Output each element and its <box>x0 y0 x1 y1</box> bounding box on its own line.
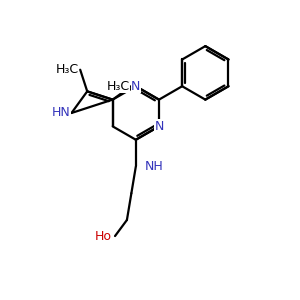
Text: NH: NH <box>145 160 164 173</box>
Text: HN: HN <box>51 106 70 119</box>
Text: N: N <box>131 80 140 93</box>
Text: Ho: Ho <box>95 230 112 242</box>
Text: H₃C: H₃C <box>106 80 130 93</box>
Text: H₃C: H₃C <box>56 63 79 76</box>
Text: N: N <box>154 120 164 133</box>
